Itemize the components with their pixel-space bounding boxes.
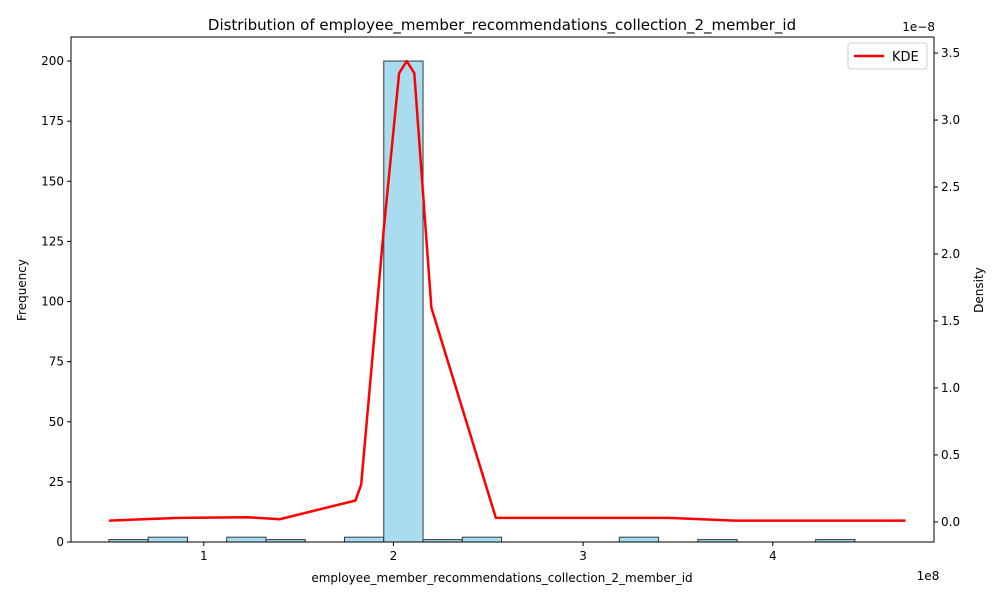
histogram-bar bbox=[226, 536, 267, 543]
y2-tick-label: 3.0 bbox=[941, 113, 960, 127]
y2-tick-label: 2.0 bbox=[941, 247, 960, 261]
plot-frame bbox=[70, 36, 935, 543]
y2-tick-label: 0.5 bbox=[941, 448, 960, 462]
y-tick-label: 75 bbox=[49, 355, 64, 369]
y2-tick-label: 3.5 bbox=[941, 46, 960, 60]
x-tick-label: 3 bbox=[579, 549, 587, 563]
x-tick-label: 2 bbox=[390, 549, 398, 563]
y-tick-label: 0 bbox=[56, 535, 64, 549]
x-axis-label: employee_member_recommendations_collecti… bbox=[311, 571, 692, 585]
legend-box bbox=[847, 42, 928, 70]
legend: KDE bbox=[847, 42, 928, 70]
x-tick-label: 1 bbox=[200, 549, 208, 563]
y-tick-label: 200 bbox=[41, 54, 64, 68]
x-tick-label: 4 bbox=[769, 549, 777, 563]
histogram-bar bbox=[344, 536, 385, 543]
legend-kde-label: KDE bbox=[892, 50, 919, 65]
y2-tick-label: 0.0 bbox=[941, 515, 960, 529]
kde-line bbox=[108, 59, 906, 522]
y-tick-label: 175 bbox=[41, 114, 64, 128]
y-tick-label: 125 bbox=[41, 234, 64, 248]
y-axis-right: 0.0 0.5 1.0 1.5 2.0 2.5 3.0 3.5 bbox=[934, 46, 960, 529]
y-axis-label: Frequency bbox=[15, 259, 29, 321]
y-tick-label: 150 bbox=[41, 174, 64, 188]
y-axis-left: 0 25 50 75 100 125 150 175 200 bbox=[41, 54, 71, 549]
y-tick-label: 100 bbox=[41, 295, 64, 309]
x-axis: 1 2 3 4 bbox=[200, 542, 777, 563]
kde-series bbox=[108, 59, 906, 522]
chart-title: Distribution of employee_member_recommen… bbox=[208, 16, 796, 35]
y2-offset-label: 1e−8 bbox=[902, 20, 935, 34]
x-offset-label: 1e8 bbox=[917, 569, 940, 583]
y2-tick-label: 2.5 bbox=[941, 180, 960, 194]
y2-axis-label: Density bbox=[972, 267, 986, 313]
y2-tick-label: 1.0 bbox=[941, 381, 960, 395]
histogram-bar bbox=[461, 536, 503, 543]
histogram-bar bbox=[147, 536, 188, 543]
histogram-bar bbox=[383, 60, 424, 543]
y-tick-label: 50 bbox=[49, 415, 64, 429]
y2-tick-label: 1.5 bbox=[941, 314, 960, 328]
histogram-bar bbox=[618, 536, 660, 543]
y-tick-label: 25 bbox=[49, 475, 64, 489]
